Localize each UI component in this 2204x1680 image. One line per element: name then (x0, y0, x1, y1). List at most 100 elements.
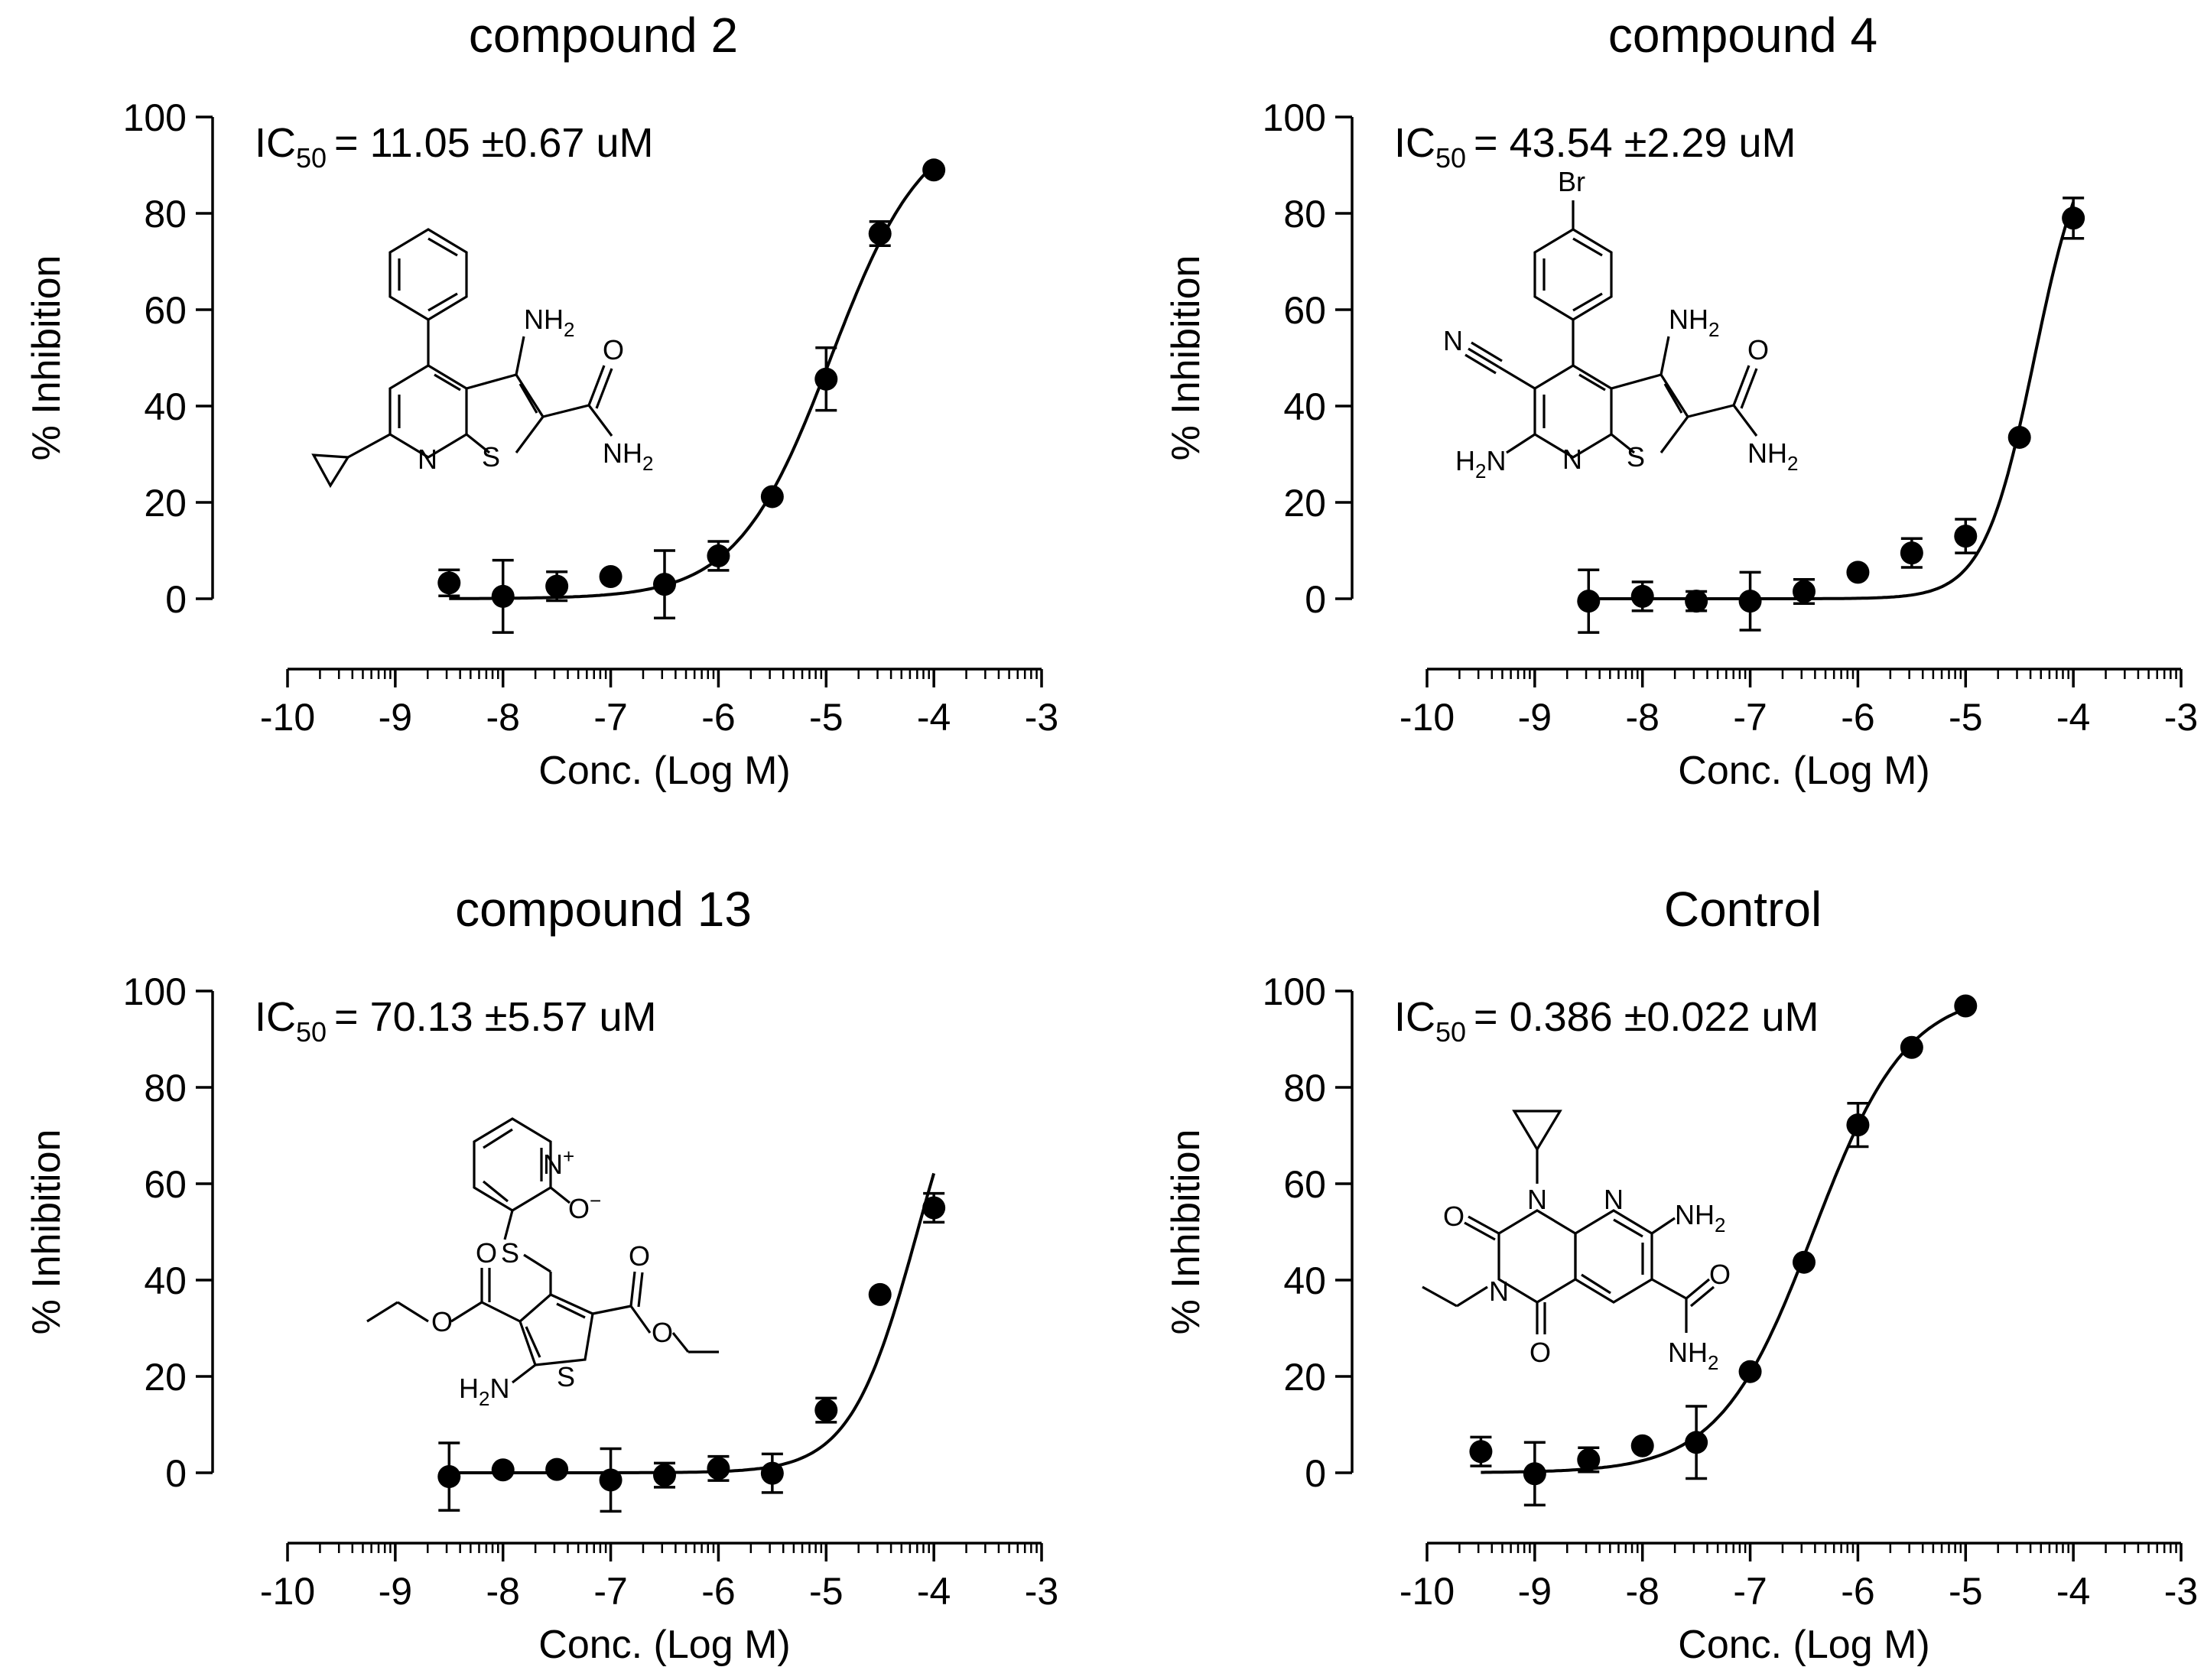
x-tick-label: -10 (260, 1570, 315, 1613)
y-axis-label: % Inhibition (1164, 1129, 1208, 1335)
data-point (491, 584, 515, 608)
chart-panel: Control IC50 = 0.386 ±0.022 uM 0 20 40 60 80 100… (1164, 882, 2198, 1667)
compound-2-structure: NH2 O NH2 N S (311, 228, 653, 489)
data-point (2062, 206, 2085, 230)
y-tick-label: 80 (144, 1067, 187, 1110)
chem-h2n-label: H2N (1455, 445, 1506, 483)
chem-br-label: Br (1558, 166, 1585, 197)
data-point (653, 573, 676, 596)
x-tick-label: -3 (1025, 1570, 1058, 1613)
x-tick-label: -6 (1841, 1570, 1874, 1613)
chart-title: compound 2 (469, 8, 738, 63)
chart-panel: compound 4 IC50 = 43.54 ±2.29 uM 0 20 40 60 80 1… (1164, 8, 2198, 793)
chart-title: compound 13 (455, 882, 752, 937)
y-tick-label: 100 (1263, 96, 1326, 139)
data-point (760, 485, 784, 509)
data-point (1685, 1431, 1708, 1454)
chem-s-label: S (501, 1237, 519, 1269)
chem-nh2-label: NH2 (1675, 1199, 1725, 1236)
x-tick-label: -4 (917, 696, 951, 739)
chem-n-label: N (1489, 1275, 1509, 1307)
y-tick-label: 40 (1283, 1259, 1326, 1302)
x-tick-label: -8 (1625, 1570, 1659, 1613)
x-tick-label: -6 (1841, 696, 1874, 739)
chem-o-label: O (1529, 1337, 1551, 1368)
data-point (868, 222, 892, 245)
y-tick-label: 0 (1305, 578, 1326, 621)
x-tick-label: -9 (379, 696, 412, 739)
y-tick-label: 20 (1283, 1356, 1326, 1399)
y-tick-label: 60 (1283, 289, 1326, 332)
x-tick-label: -5 (1949, 696, 1982, 739)
data-point (545, 1457, 569, 1481)
x-tick-label: -9 (379, 1570, 412, 1613)
chart-title: Control (1664, 882, 1822, 937)
chem-o-label: O (652, 1317, 673, 1348)
chem-o-label: O (1747, 334, 1769, 366)
compound-4-structure: Br N N (1443, 166, 1798, 483)
data-point (599, 565, 623, 589)
y-tick-label: 40 (144, 385, 187, 428)
data-point (922, 158, 946, 182)
chart-panel: compound 13 IC50 = 70.13 ±5.57 uM 0 20 40 60 80… (24, 882, 1058, 1667)
x-tick-label: -10 (1399, 696, 1455, 739)
chem-n-label: N (418, 444, 437, 475)
compound-13-structure: N+ O− S O O O O S H2N (366, 1117, 719, 1410)
y-tick-label: 80 (144, 193, 187, 236)
x-tick-label: -5 (809, 696, 843, 739)
data-point (1954, 525, 1978, 548)
y-tick-label: 60 (1283, 1163, 1326, 1206)
x-axis-label: Conc. (Log M) (1678, 749, 1929, 793)
data-point (1469, 1440, 1493, 1464)
data-point (1846, 1113, 1870, 1137)
x-tick-label: -4 (2056, 696, 2090, 739)
x-tick-label: -4 (2056, 1570, 2090, 1613)
ic50-annotation: IC50 = 43.54 ±2.29 uM (1394, 120, 1796, 174)
x-tick-label: -7 (1733, 696, 1767, 739)
chem-o-label: O (1709, 1259, 1731, 1290)
data-point (1793, 1250, 1816, 1274)
y-tick-label: 0 (165, 1452, 187, 1495)
data-point (1738, 1360, 1762, 1383)
data-point (814, 367, 838, 391)
chem-n-label: N (1562, 444, 1582, 475)
chem-n-oxide-label: N+ (543, 1145, 574, 1180)
ic50-annotation: IC50 = 11.05 ±0.67 uM (255, 120, 653, 174)
x-tick-label: -6 (701, 1570, 735, 1613)
x-tick-label: -8 (1625, 696, 1659, 739)
chem-nh2-label: NH2 (1668, 1337, 1718, 1374)
x-tick-label: -5 (1949, 1570, 1982, 1613)
chem-h2n-label: H2N (459, 1373, 509, 1410)
y-tick-label: 100 (1263, 970, 1326, 1013)
chem-o-minus-label: O− (568, 1189, 601, 1224)
fit-curve (1588, 201, 2075, 600)
x-tick-label: -7 (593, 1570, 627, 1613)
data-point (707, 544, 730, 567)
data-point (437, 571, 461, 595)
data-point (1900, 1035, 1923, 1059)
chem-o-label: O (431, 1306, 453, 1337)
chem-n-label: N (1443, 325, 1463, 356)
x-tick-label: -5 (809, 1570, 843, 1613)
data-point (1577, 1448, 1601, 1471)
y-tick-label: 20 (144, 1356, 187, 1399)
data-point (1954, 994, 1978, 1018)
y-tick-label: 60 (144, 289, 187, 332)
y-axis-label: % Inhibition (24, 1129, 69, 1335)
data-point (545, 574, 569, 598)
data-point (1630, 584, 1654, 608)
ic50-annotation: IC50 = 0.386 ±0.022 uM (1394, 994, 1819, 1048)
data-point (1577, 590, 1601, 613)
x-tick-label: -7 (593, 696, 627, 739)
chem-o-label: O (476, 1237, 497, 1269)
data-point (1900, 541, 1923, 565)
y-tick-label: 80 (1283, 1067, 1326, 1110)
data-point (1685, 590, 1708, 613)
chem-nh2-label: NH2 (524, 304, 574, 341)
x-tick-label: -10 (260, 696, 315, 739)
fit-curve (1481, 1007, 1967, 1474)
chem-nh2-label: NH2 (603, 437, 653, 475)
fit-curve (449, 1172, 936, 1474)
y-tick-label: 100 (123, 96, 187, 139)
